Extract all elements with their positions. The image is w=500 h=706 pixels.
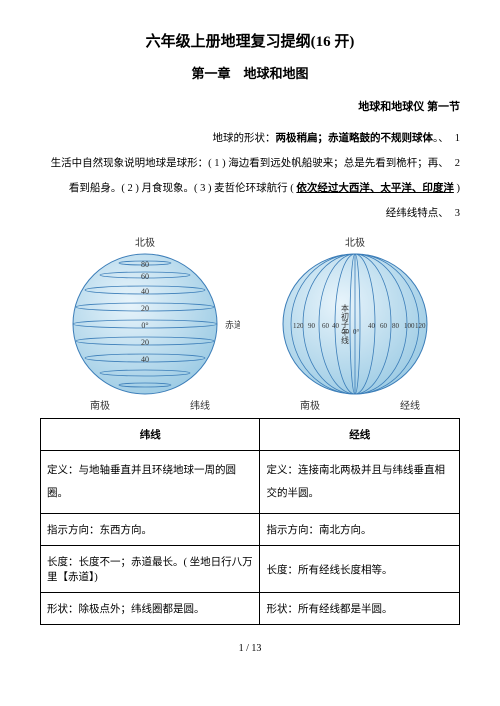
svg-text:80: 80	[141, 260, 149, 269]
section-title: 地球和地球仪 第一节	[40, 98, 460, 114]
svg-text:赤道: 赤道	[225, 319, 240, 330]
svg-text:0°: 0°	[353, 328, 360, 336]
svg-text:北极: 北极	[345, 236, 365, 249]
svg-text:20: 20	[141, 338, 149, 347]
svg-text:北极: 北极	[135, 236, 155, 249]
th-warp: 经线	[260, 419, 460, 451]
table-row: 长度：长度不一；赤道最长。( 坐地日行八万里【赤道】) 长度：所有经线长度相等。	[41, 546, 460, 593]
svg-text:100: 100	[404, 322, 415, 330]
svg-text:纬线: 纬线	[190, 399, 210, 412]
page-footer: 1 / 13	[40, 643, 460, 654]
svg-text:经线: 经线	[400, 399, 420, 412]
latitude-globe: 北极 80 60 40 20 0° 20	[50, 234, 240, 414]
svg-text:20: 20	[141, 304, 149, 313]
svg-text:80: 80	[392, 322, 400, 330]
svg-text:40: 40	[332, 322, 340, 330]
svg-text:60: 60	[141, 272, 149, 281]
table-row: 定义：与地轴垂直并且环绕地球一周的圆圈。 定义：连接南北两极并且与纬线垂直相交的…	[41, 451, 460, 514]
comparison-table: 纬线 经线 定义：与地轴垂直并且环绕地球一周的圆圈。 定义：连接南北两极并且与纬…	[40, 418, 460, 625]
table-row: 指示方向：东西方向。 指示方向：南北方向。	[41, 514, 460, 546]
svg-text:40: 40	[141, 355, 149, 364]
page: 六年级上册地理复习提纲(16 开) 第一章 地球和地图 地球和地球仪 第一节 地…	[0, 0, 500, 674]
table-row: 形状：除极点外；纬线圈都是圆。 形状：所有经线都是半圆。	[41, 593, 460, 625]
body-line-1: 地球的形状：两极稍扁；赤道略鼓的不规则球体。、1	[40, 128, 460, 149]
svg-text:40: 40	[368, 322, 376, 330]
doc-title: 六年级上册地理复习提纲(16 开)	[40, 30, 460, 51]
svg-text:90: 90	[308, 322, 316, 330]
th-weft: 纬线	[41, 419, 260, 451]
body-line-4: 经纬线特点、3	[40, 203, 460, 224]
svg-text:0°: 0°	[141, 321, 148, 330]
svg-text:120: 120	[293, 322, 304, 330]
chapter-title: 第一章 地球和地图	[40, 63, 460, 82]
longitude-globe: 北极 本初子午线 120 90 60 40 20 0°	[260, 234, 450, 414]
svg-text:20: 20	[342, 328, 350, 336]
table-header-row: 纬线 经线	[41, 419, 460, 451]
body-line-3: 看到船身。( 2 ) 月食现象。( 3 ) 麦哲伦环球航行 ( 依次经过大西洋、…	[40, 178, 460, 199]
diagram-row: 北极 80 60 40 20 0° 20	[40, 234, 460, 414]
svg-text:南极: 南极	[300, 399, 320, 412]
svg-text:120: 120	[415, 322, 426, 330]
svg-text:60: 60	[380, 322, 388, 330]
svg-text:60: 60	[322, 322, 330, 330]
svg-text:南极: 南极	[90, 399, 110, 412]
svg-text:本初子午线: 本初子午线	[341, 303, 350, 344]
svg-text:40: 40	[141, 287, 149, 296]
body-line-2: 生活中自然现象说明地球是球形：( 1 ) 海边看到远处帆船驶来；总是先看到桅杆；…	[40, 153, 460, 174]
